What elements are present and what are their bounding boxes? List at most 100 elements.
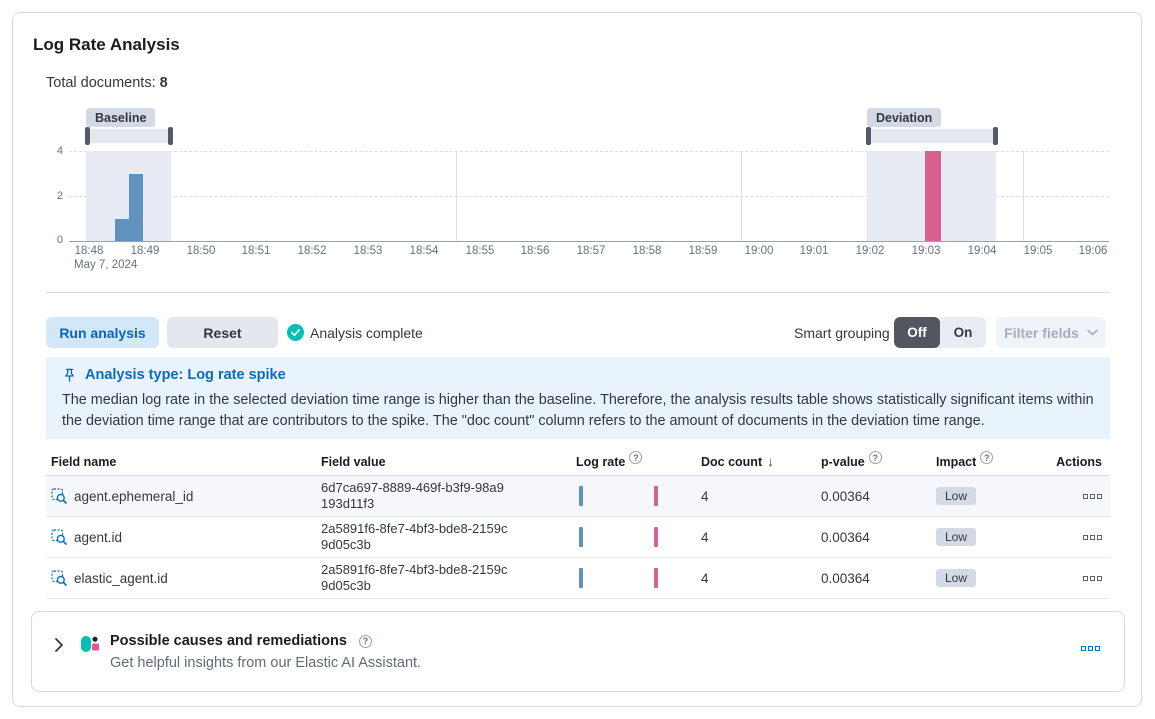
- section-divider: [46, 292, 1110, 293]
- page-title: Log Rate Analysis: [33, 35, 180, 54]
- p-value: 0.00364: [821, 529, 870, 545]
- analysis-status: Analysis complete: [287, 317, 423, 348]
- smart-grouping-off-button[interactable]: Off: [894, 317, 940, 348]
- row-actions-icon[interactable]: [1083, 493, 1102, 499]
- chevron-down-icon: [1087, 329, 1098, 336]
- x-tick: 19:06: [1078, 245, 1108, 257]
- x-tick: 18:58: [632, 245, 662, 257]
- x-axis-date-label: May 7, 2024: [74, 259, 138, 271]
- row-actions-icon[interactable]: [1083, 534, 1102, 540]
- deviation-bar-1903: [925, 151, 941, 241]
- log-rate-deviation-bar: [654, 527, 658, 547]
- row-actions-icon[interactable]: [1083, 575, 1102, 581]
- x-tick: 18:56: [520, 245, 550, 257]
- table-header-row: Field name Field value Log rate ? Doc co…: [46, 448, 1110, 476]
- x-tick: 18:51: [241, 245, 271, 257]
- total-documents-label: Total documents:: [46, 75, 156, 91]
- log-rate-mini-chart: [576, 486, 676, 506]
- analysis-type-callout: Analysis type: Log rate spike The median…: [46, 357, 1110, 439]
- question-icon[interactable]: ?: [358, 634, 372, 648]
- header-log-rate[interactable]: Log rate ?: [571, 451, 696, 469]
- x-tick: 18:57: [576, 245, 606, 257]
- x-tick: 18:55: [465, 245, 495, 257]
- possible-causes-title: Possible causes and remediations: [110, 633, 347, 649]
- x-tick: 19:01: [799, 245, 829, 257]
- p-value: 0.00364: [821, 570, 870, 586]
- log-rate-mini-chart: [576, 527, 676, 547]
- x-tick: 18:53: [353, 245, 383, 257]
- field-name: elastic_agent.id: [74, 570, 168, 586]
- main-panel: Log Rate Analysis Total documents: 8 Bas…: [12, 12, 1142, 707]
- log-rate-baseline-bar: [579, 568, 583, 588]
- impact-badge: Low: [936, 487, 977, 505]
- x-tick: 19:00: [744, 245, 774, 257]
- log-rate-baseline-bar: [579, 486, 583, 506]
- analysis-status-label: Analysis complete: [310, 324, 423, 341]
- question-icon[interactable]: ?: [980, 451, 994, 464]
- possible-causes-subtitle: Get helpful insights from our Elastic AI…: [110, 655, 422, 671]
- field-name: agent.id: [74, 529, 123, 545]
- doc-count-value: 4: [701, 488, 709, 504]
- total-documents: Total documents: 8: [46, 75, 168, 91]
- gridline-x3: [1023, 151, 1024, 241]
- reset-button[interactable]: Reset: [167, 317, 278, 348]
- pin-icon: [65, 368, 74, 382]
- x-tick: 19:03: [911, 245, 941, 257]
- field-name-cell: agent.ephemeral_id: [46, 488, 316, 504]
- header-log-rate-label: Log rate: [576, 454, 626, 469]
- question-icon[interactable]: ?: [868, 451, 882, 464]
- field-search-icon[interactable]: [51, 529, 67, 545]
- impact-badge: Low: [936, 569, 977, 587]
- gridline-x2: [741, 151, 742, 241]
- x-tick: 19:04: [967, 245, 997, 257]
- callout-body: The median log rate in the selected devi…: [62, 392, 1094, 429]
- field-search-icon[interactable]: [51, 570, 67, 586]
- field-name-cell: elastic_agent.id: [46, 570, 316, 586]
- field-search-icon[interactable]: [51, 488, 67, 504]
- deviation-brush-right-handle[interactable]: [993, 127, 998, 145]
- header-p-value[interactable]: p-value ?: [816, 451, 931, 469]
- header-p-value-label: p-value: [821, 454, 865, 469]
- baseline-brush[interactable]: [85, 127, 173, 145]
- x-tick: 18:50: [186, 245, 216, 257]
- smart-grouping-on-button[interactable]: On: [953, 325, 973, 340]
- gridline-y2: [69, 196, 1109, 197]
- deviation-brush[interactable]: [866, 127, 998, 145]
- callout-title: Analysis type: Log rate spike: [85, 367, 286, 383]
- x-tick: 18:48: [74, 245, 104, 257]
- header-doc-count[interactable]: Doc count ↓: [696, 454, 816, 469]
- x-tick: 18:52: [297, 245, 327, 257]
- chevron-right-icon[interactable]: [54, 637, 64, 653]
- x-axis-line: [69, 241, 1109, 242]
- header-actions: Actions: [1056, 454, 1102, 469]
- doc-count-value: 4: [701, 529, 709, 545]
- table-row: elastic_agent.id 2a5891f6-8fe7-4bf3-bde8…: [46, 558, 1110, 599]
- baseline-bar-1849: [129, 174, 143, 241]
- deviation-brush-left-handle[interactable]: [866, 127, 871, 145]
- x-tick: 19:02: [855, 245, 885, 257]
- smart-grouping-toggle: Off On: [894, 317, 986, 348]
- field-name-cell: agent.id: [46, 529, 316, 545]
- question-icon[interactable]: ?: [629, 451, 643, 464]
- possible-causes-title-row[interactable]: Possible causes and remediations ?: [110, 633, 372, 649]
- header-field-name: Field name: [51, 454, 117, 469]
- gridline-x1: [456, 151, 457, 241]
- header-doc-count-label: Doc count: [701, 454, 763, 469]
- log-rate-deviation-bar: [654, 568, 658, 588]
- field-value: 6d7ca697-8889-469f-b3f9-98a9193d11f3: [321, 480, 504, 511]
- run-analysis-button[interactable]: Run analysis: [46, 317, 159, 348]
- x-tick: 18:49: [130, 245, 160, 257]
- baseline-brush-left-handle[interactable]: [85, 127, 90, 145]
- baseline-brush-right-handle[interactable]: [168, 127, 173, 145]
- panel-actions-icon[interactable]: [1081, 646, 1100, 651]
- smart-grouping-label: Smart grouping: [794, 324, 890, 341]
- sort-down-icon: ↓: [767, 454, 774, 469]
- table-row: agent.id 2a5891f6-8fe7-4bf3-bde8-2159c9d…: [46, 517, 1110, 558]
- possible-causes-panel: Possible causes and remediations ? Get h…: [31, 611, 1125, 692]
- filter-fields-button[interactable]: Filter fields: [996, 317, 1106, 348]
- baseline-badge: Baseline: [86, 108, 156, 127]
- header-impact[interactable]: Impact ?: [931, 451, 1046, 469]
- x-tick: 18:54: [409, 245, 439, 257]
- impact-badge: Low: [936, 528, 977, 546]
- p-value: 0.00364: [821, 488, 870, 504]
